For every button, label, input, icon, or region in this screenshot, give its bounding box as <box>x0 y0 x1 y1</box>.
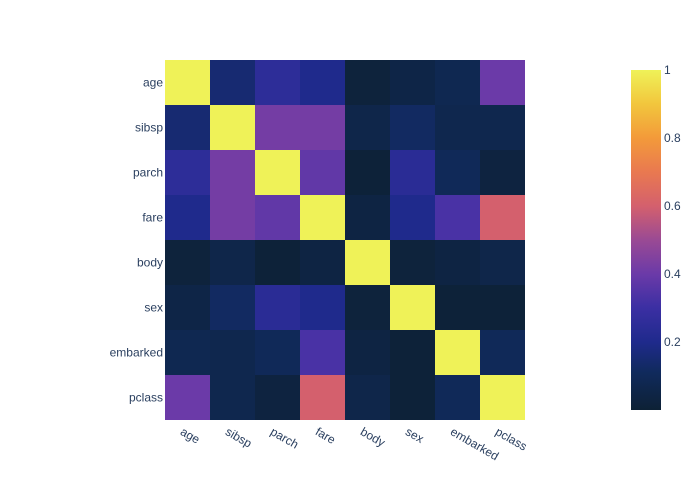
heatmap-cell-sibsp-body <box>345 105 390 150</box>
heatmap-cell-sex-pclass <box>480 285 525 330</box>
heatmap-cell-age-fare <box>300 60 345 105</box>
heatmap-cell-sex-sex <box>390 285 435 330</box>
heatmap-cell-parch-body <box>345 150 390 195</box>
heatmap-cell-body-age <box>165 240 210 285</box>
heatmap-cell-pclass-sibsp <box>210 375 255 420</box>
heatmap-cell-sibsp-embarked <box>435 105 480 150</box>
heatmap-cell-embarked-pclass <box>480 330 525 375</box>
heatmap-cell-age-embarked <box>435 60 480 105</box>
heatmap-cell-parch-pclass <box>480 150 525 195</box>
heatmap-cell-pclass-sex <box>390 375 435 420</box>
heatmap-cell-pclass-body <box>345 375 390 420</box>
heatmap-cell-fare-pclass <box>480 195 525 240</box>
heatmap-cell-embarked-fare <box>300 330 345 375</box>
heatmap-cell-sibsp-fare <box>300 105 345 150</box>
heatmap-cell-sex-fare <box>300 285 345 330</box>
heatmap-cell-body-sibsp <box>210 240 255 285</box>
y-axis-tick-labels: age sibsp parch fare body sex embarked pclass <box>110 76 164 405</box>
heatmap-cell-sex-body <box>345 285 390 330</box>
heatmap-cell-fare-parch <box>255 195 300 240</box>
y-tick-label: age <box>143 76 163 90</box>
heatmap-cell-parch-age <box>165 150 210 195</box>
heatmap-cell-sibsp-sibsp <box>210 105 255 150</box>
y-tick-label: body <box>137 256 163 270</box>
heatmap-cell-sibsp-sex <box>390 105 435 150</box>
y-tick-label: sibsp <box>135 121 163 135</box>
heatmap-cell-fare-body <box>345 195 390 240</box>
colorbar-tick-label: 0.8 <box>664 131 681 145</box>
colorbar-tick-label: 1 <box>664 63 671 77</box>
y-tick-label: embarked <box>110 346 163 360</box>
heatmap-cells <box>165 60 525 420</box>
x-tick-label: fare <box>313 424 338 447</box>
heatmap-cell-parch-embarked <box>435 150 480 195</box>
heatmap-cell-fare-age <box>165 195 210 240</box>
heatmap-cell-sibsp-pclass <box>480 105 525 150</box>
heatmap-cell-body-parch <box>255 240 300 285</box>
x-tick-label: sex <box>403 424 426 445</box>
heatmap-cell-fare-sibsp <box>210 195 255 240</box>
heatmap-cell-fare-sex <box>390 195 435 240</box>
heatmap-cell-fare-fare <box>300 195 345 240</box>
heatmap-cell-parch-sex <box>390 150 435 195</box>
heatmap-cell-embarked-parch <box>255 330 300 375</box>
colorbar-gradient <box>631 70 661 410</box>
colorbar-tick-label: 0.6 <box>664 199 681 213</box>
heatmap-cell-body-embarked <box>435 240 480 285</box>
heatmap-cell-body-body <box>345 240 390 285</box>
x-tick-label: parch <box>268 424 301 451</box>
heatmap-cell-age-parch <box>255 60 300 105</box>
heatmap-cell-age-pclass <box>480 60 525 105</box>
heatmap-cell-age-age <box>165 60 210 105</box>
heatmap-cell-sex-age <box>165 285 210 330</box>
x-tick-label: body <box>358 424 388 449</box>
heatmap-cell-pclass-age <box>165 375 210 420</box>
heatmap-cell-body-pclass <box>480 240 525 285</box>
x-tick-label: embarked <box>448 424 501 463</box>
heatmap-cell-embarked-body <box>345 330 390 375</box>
heatmap-cell-sex-parch <box>255 285 300 330</box>
heatmap-cell-sibsp-parch <box>255 105 300 150</box>
y-tick-label: pclass <box>129 391 163 405</box>
x-tick-label: age <box>178 424 203 446</box>
colorbar-tick-label: 0.2 <box>664 335 681 349</box>
heatmap-cell-embarked-sex <box>390 330 435 375</box>
heatmap-cell-pclass-fare <box>300 375 345 420</box>
heatmap-cell-sex-sibsp <box>210 285 255 330</box>
heatmap-cell-embarked-sibsp <box>210 330 255 375</box>
heatmap-cell-sibsp-age <box>165 105 210 150</box>
y-tick-label: parch <box>133 166 163 180</box>
x-tick-label: sibsp <box>223 424 255 450</box>
heatmap-cell-age-body <box>345 60 390 105</box>
heatmap-cell-embarked-age <box>165 330 210 375</box>
colorbar-tick-labels: 0.2 0.4 0.6 0.8 1 <box>664 63 681 349</box>
heatmap-cell-body-sex <box>390 240 435 285</box>
heatmap-cell-pclass-parch <box>255 375 300 420</box>
heatmap-cell-sex-embarked <box>435 285 480 330</box>
heatmap-cell-pclass-embarked <box>435 375 480 420</box>
heatmap-cell-parch-sibsp <box>210 150 255 195</box>
y-tick-label: sex <box>144 301 163 315</box>
heatmap-cell-pclass-pclass <box>480 375 525 420</box>
heatmap-cell-body-fare <box>300 240 345 285</box>
heatmap-cell-embarked-embarked <box>435 330 480 375</box>
colorbar-tick-label: 0.4 <box>664 267 681 281</box>
heatmap-cell-age-sibsp <box>210 60 255 105</box>
colorbar <box>631 70 661 410</box>
heatmap-cell-parch-parch <box>255 150 300 195</box>
heatmap-cell-fare-embarked <box>435 195 480 240</box>
y-tick-label: fare <box>142 211 163 225</box>
heatmap-cell-age-sex <box>390 60 435 105</box>
heatmap-cell-parch-fare <box>300 150 345 195</box>
